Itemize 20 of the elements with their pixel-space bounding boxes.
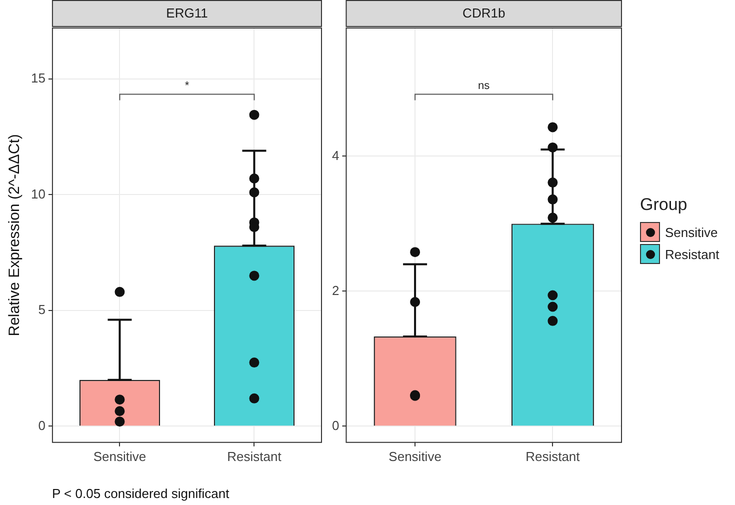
text: P < 0.05 considered significant [52,486,230,501]
chart-title: CDR1b [462,6,506,21]
y-tick-label: 15 [30,70,46,86]
legend-label: Sensitive [665,224,718,240]
y-tick-label: 2 [332,282,340,298]
legend-label: Resistant [665,246,720,262]
legend-title: Group [640,195,688,215]
y-tick-label: 5 [38,302,46,318]
annotation: * [184,80,190,92]
chart-title: ERG11 [166,6,208,21]
x-tick-label: Sensitive [93,448,146,464]
x-tick-label: Resistant [526,448,580,464]
annotation: ns [478,80,490,92]
y-tick-label: 0 [38,418,46,433]
y-axis-title: Relative Expression (2^-ΔΔCt) [6,134,24,336]
y-tick-label: 10 [30,186,46,202]
x-tick-label: Sensitive [388,448,442,464]
x-tick-label: Resistant [227,448,282,464]
y-tick-label: 0 [332,418,340,433]
y-tick-label: 4 [332,148,340,163]
